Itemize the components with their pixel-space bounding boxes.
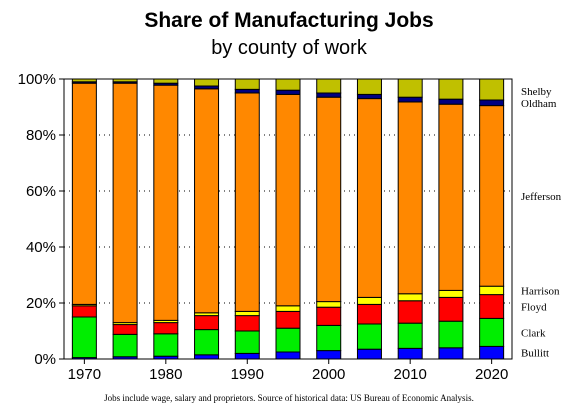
legend-entry-bullitt: Bullitt <box>521 348 549 360</box>
bar-segment-oldham-1995 <box>275 89 301 95</box>
bar-segment-harrison-1995 <box>275 305 301 312</box>
bar-segment-floyd-1975 <box>112 324 138 335</box>
bar-segment-jefferson-2015 <box>438 103 464 291</box>
bar-segment-floyd-1970 <box>71 305 97 318</box>
bar-segment-shelby-1990 <box>234 78 260 90</box>
y-tick-label: 100% <box>18 71 56 88</box>
footnote: Jobs include wage, salary and proprietor… <box>104 393 474 403</box>
bar-segment-jefferson-1970 <box>71 82 97 305</box>
bar-segment-clark-2015 <box>438 320 464 349</box>
bar-segment-harrison-2020 <box>479 285 505 296</box>
bar-segment-oldham-2005 <box>356 93 382 100</box>
bar-segment-floyd-1985 <box>194 315 220 331</box>
bars <box>71 78 505 360</box>
bar-segment-bullitt-2015 <box>438 347 464 360</box>
y-tick-label: 40% <box>26 239 56 256</box>
bar-segment-clark-2000 <box>316 324 342 352</box>
x-axis: 1970 1980 1990 2000 2010 2020 <box>68 359 508 383</box>
bar-segment-harrison-2005 <box>356 296 382 305</box>
chart-subtitle: by county of work <box>211 37 368 59</box>
bar-segment-shelby-1985 <box>194 78 220 87</box>
y-tick-label: 0% <box>34 351 56 368</box>
bar-segment-clark-1980 <box>153 333 179 357</box>
bar-segment-harrison-2000 <box>316 301 342 308</box>
bar-segment-bullitt-1995 <box>275 351 301 360</box>
bar-segment-shelby-2020 <box>479 78 505 101</box>
bar-segment-jefferson-1985 <box>194 88 220 314</box>
bar-segment-oldham-1990 <box>234 88 260 94</box>
x-tick-label: 1980 <box>149 366 182 383</box>
bar-segment-shelby-2005 <box>356 78 382 95</box>
bar-segment-floyd-1995 <box>275 310 301 329</box>
legend-entry-clark: Clark <box>521 327 546 339</box>
bar-segment-clark-1990 <box>234 330 260 354</box>
bar-segment-clark-1995 <box>275 327 301 353</box>
x-tick-label: 2000 <box>312 366 345 383</box>
bar-segment-clark-1970 <box>71 316 97 359</box>
bar-segment-floyd-2010 <box>397 300 423 324</box>
bar-segment-clark-2005 <box>356 323 382 350</box>
bar-segment-jefferson-1975 <box>112 82 138 324</box>
bar-segment-shelby-1980 <box>153 78 179 84</box>
y-tick-label: 80% <box>26 127 56 144</box>
bar-segment-bullitt-2010 <box>397 347 423 360</box>
y-tick-label: 60% <box>26 183 56 200</box>
bar-segment-floyd-2005 <box>356 303 382 325</box>
bar-segment-jefferson-2000 <box>316 96 342 303</box>
bar-segment-harrison-2015 <box>438 289 464 298</box>
bar-segment-shelby-2015 <box>438 78 464 100</box>
bar-segment-jefferson-2005 <box>356 98 382 298</box>
y-axis: 0% 20% 40% 60% 80% 100% <box>18 71 64 368</box>
x-tick-label: 1970 <box>68 366 101 383</box>
bar-segment-clark-1975 <box>112 333 138 358</box>
bar-segment-shelby-1995 <box>275 78 301 91</box>
bar-segment-jefferson-1980 <box>153 84 179 321</box>
bar-segment-clark-2010 <box>397 322 423 349</box>
legend-entry-shelby: Shelby <box>521 86 552 98</box>
bar-segment-clark-2020 <box>479 317 505 347</box>
x-tick-label: 1990 <box>231 366 264 383</box>
bar-segment-floyd-1990 <box>234 315 260 332</box>
bar-segment-floyd-1980 <box>153 322 179 335</box>
plot-frame <box>63 78 513 360</box>
bar-segment-floyd-2020 <box>479 294 505 319</box>
legend: Bullitt Clark Floyd Harrison Jefferson Oldham… <box>521 86 562 360</box>
bar-segment-bullitt-2005 <box>356 348 382 360</box>
bar-segment-bullitt-2020 <box>479 345 505 360</box>
bar-segment-oldham-2020 <box>479 99 505 107</box>
legend-entry-jefferson: Jefferson <box>521 191 562 203</box>
bar-segment-oldham-2015 <box>438 98 464 105</box>
bar-segment-harrison-2010 <box>397 293 423 302</box>
bar-segment-shelby-2010 <box>397 78 423 98</box>
bar-segment-oldham-2000 <box>316 92 342 98</box>
bar-segment-bullitt-2000 <box>316 350 342 360</box>
bar-segment-jefferson-1990 <box>234 92 260 312</box>
bar-segment-harrison-1990 <box>234 310 260 317</box>
bar-segment-floyd-2015 <box>438 296 464 322</box>
chart-title: Share of Manufacturing Jobs <box>144 9 433 32</box>
bar-segment-jefferson-2020 <box>479 105 505 287</box>
bar-segment-jefferson-1995 <box>275 93 301 307</box>
bar-segment-jefferson-2010 <box>397 101 423 295</box>
bar-segment-floyd-2000 <box>316 306 342 326</box>
x-tick-label: 2020 <box>475 366 508 383</box>
x-tick-label: 2010 <box>393 366 426 383</box>
bar-segment-clark-1985 <box>194 329 220 356</box>
y-tick-label: 20% <box>26 295 56 312</box>
bar-segment-bullitt-1985 <box>194 354 220 360</box>
legend-entry-oldham: Oldham <box>521 98 557 110</box>
bar-segment-oldham-2010 <box>397 96 423 103</box>
legend-entry-harrison: Harrison <box>521 285 560 297</box>
legend-entry-floyd: Floyd <box>521 302 547 314</box>
bar-segment-shelby-2000 <box>316 78 342 94</box>
bar-segment-bullitt-1990 <box>234 352 260 360</box>
